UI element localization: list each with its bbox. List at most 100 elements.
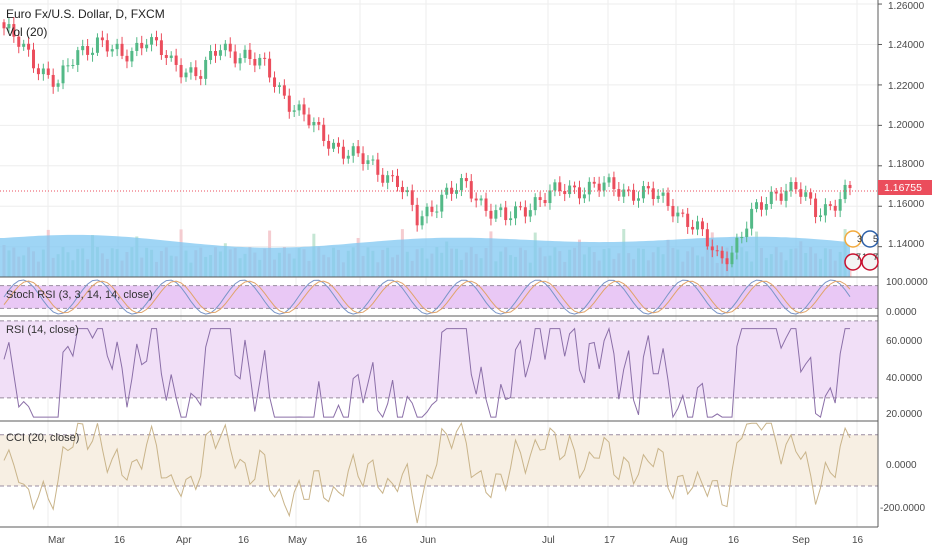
candle-body	[395, 175, 399, 187]
candle-body	[671, 205, 675, 217]
candle-body	[484, 198, 488, 211]
price-axis: 1.26000 1.24000 1.22000 1.20000 1.18000 …	[888, 1, 925, 250]
cci-band	[0, 434, 878, 487]
candle-body	[312, 121, 316, 126]
candle-body	[848, 184, 852, 189]
event-badge-icon[interactable]	[861, 230, 879, 248]
time-tick-label: Sep	[792, 535, 810, 546]
candle-body	[287, 95, 291, 112]
candle-body	[459, 178, 463, 191]
candle-body	[253, 59, 257, 66]
candle-body	[838, 199, 842, 211]
candle-body	[607, 177, 611, 183]
time-tick-label: 16	[238, 535, 250, 546]
candle-body	[76, 50, 80, 66]
candle-body	[592, 181, 596, 184]
time-tick-label: Jul	[542, 535, 555, 546]
candle-body	[7, 24, 11, 29]
candle-body	[622, 189, 626, 197]
candle-body	[228, 43, 232, 52]
candle-body	[351, 146, 355, 156]
event-badge-icon[interactable]	[861, 253, 879, 271]
candle-body	[214, 50, 217, 56]
candle-body	[750, 208, 754, 229]
candle-body	[297, 104, 301, 111]
candle-body	[410, 190, 414, 205]
event-badge-icon[interactable]	[844, 253, 862, 271]
candle-body	[56, 83, 60, 87]
volume-label: Vol (20)	[6, 25, 47, 39]
candle-body	[140, 42, 144, 49]
candle-body	[154, 37, 158, 41]
rsi-tick-label: 40.0000	[886, 373, 923, 384]
candle-body	[602, 182, 606, 191]
candle-body	[759, 202, 763, 210]
candle-body	[720, 250, 724, 259]
candle-body	[27, 43, 31, 50]
candle-body	[696, 221, 700, 230]
candle-body	[499, 207, 503, 211]
candle-body	[36, 68, 40, 75]
time-tick-label: Apr	[176, 535, 192, 546]
candle-body	[346, 155, 350, 159]
candle-body	[686, 213, 690, 227]
event-badges[interactable]: 3 5 7 1 7	[844, 230, 879, 271]
candle-body	[371, 159, 375, 161]
candle-body	[169, 55, 173, 58]
candle-body	[494, 210, 498, 219]
candle-body	[307, 114, 311, 126]
candle-body	[779, 193, 783, 201]
price-tick-label: 1.26000	[888, 1, 925, 12]
candle-body	[445, 187, 449, 195]
candle-body	[464, 178, 468, 182]
candle-body	[420, 216, 424, 226]
volume-ma-area	[0, 234, 850, 277]
candle-body	[341, 146, 345, 159]
time-tick-label: May	[288, 535, 307, 546]
candle-body	[66, 65, 70, 67]
cci-line	[3, 421, 851, 524]
candle-body	[164, 55, 168, 58]
candle-body	[376, 159, 380, 175]
time-tick-label: 16	[356, 535, 368, 546]
candle-body	[223, 43, 227, 51]
candle-body	[150, 37, 154, 45]
candle-body	[641, 186, 645, 199]
candle-body	[199, 76, 203, 79]
stoch-k-line	[3, 279, 851, 315]
candle-body	[794, 182, 798, 190]
price-tick-label: 1.14000	[888, 239, 925, 250]
candle-body	[125, 55, 129, 62]
candle-body	[715, 250, 719, 252]
stoch-d-line	[3, 280, 851, 314]
candle-body	[823, 204, 827, 216]
candle-body	[95, 37, 99, 53]
candle-body	[336, 142, 340, 147]
stoch-rsi-title: Stoch RSI (3, 3, 14, 14, close)	[6, 289, 153, 301]
candle-body	[518, 206, 522, 208]
price-tick-label: 1.18000	[888, 159, 925, 170]
candle-body	[386, 175, 390, 183]
candle-body	[81, 46, 85, 51]
event-badge-icon[interactable]	[844, 230, 862, 248]
candle-body	[391, 175, 395, 177]
time-tick-label: 17	[604, 535, 616, 546]
candle-body	[100, 37, 104, 41]
candle-body	[51, 74, 55, 87]
candle-body	[455, 190, 459, 194]
candle-body	[843, 184, 847, 200]
candle-body	[577, 187, 581, 199]
candle-body	[514, 206, 518, 219]
time-tick-label: Aug	[670, 535, 688, 546]
candle-body	[327, 140, 331, 149]
candle-body	[120, 43, 124, 56]
candle-body	[61, 65, 65, 84]
price-tick-label: 1.20000	[888, 120, 925, 131]
candle-body	[17, 36, 21, 47]
candle-body	[637, 198, 640, 201]
time-axis: Mar 16 Apr 16 May 16 Jun Jul 17 Aug 16 S…	[48, 535, 864, 546]
candle-body	[356, 146, 360, 154]
candle-body	[194, 67, 198, 77]
